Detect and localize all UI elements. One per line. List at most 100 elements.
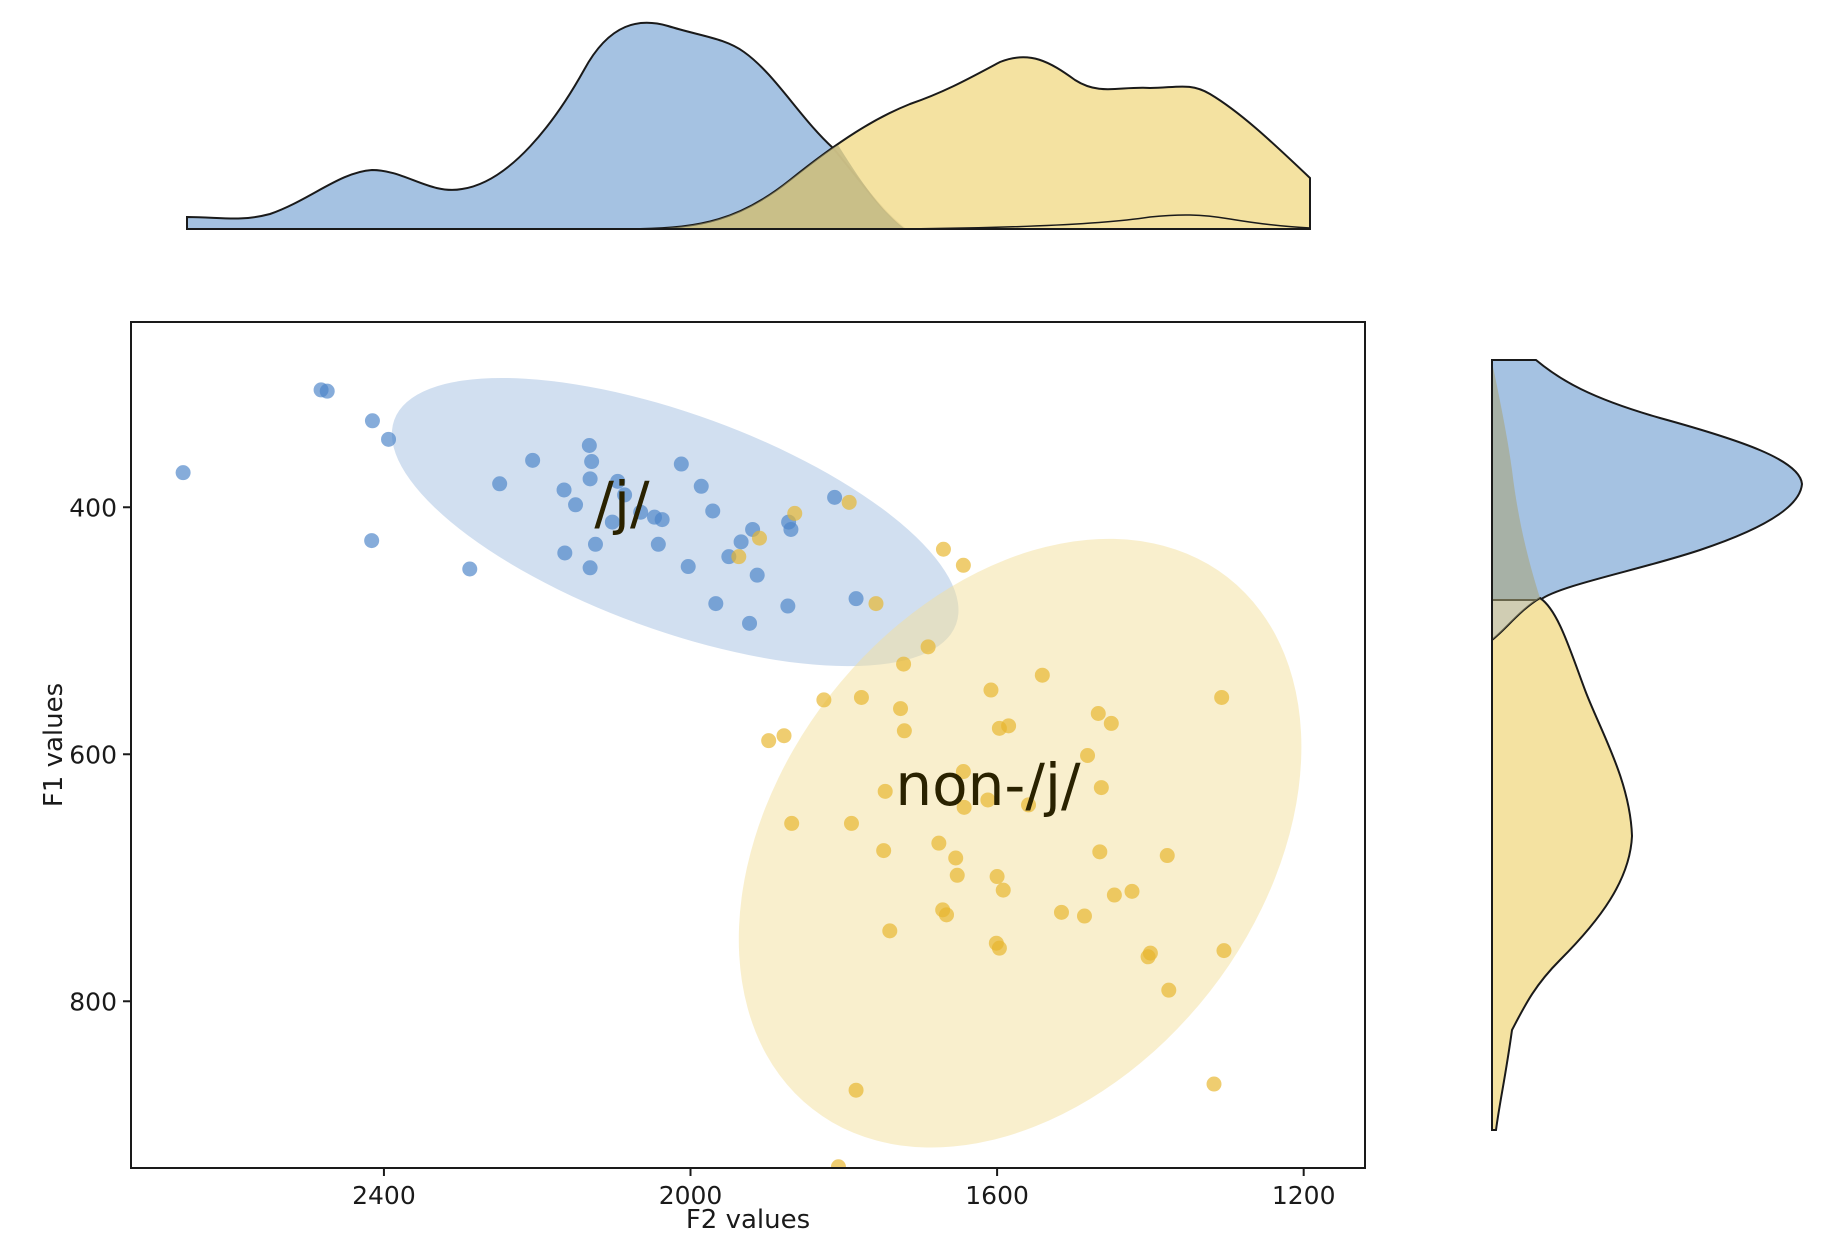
group-label-j: /j/	[594, 469, 650, 537]
point-j	[525, 452, 541, 468]
point-j	[617, 487, 633, 503]
y-tick-label: 400	[69, 493, 117, 522]
point-j	[673, 456, 689, 472]
point-nonj	[776, 728, 792, 744]
point-j	[693, 478, 709, 494]
point-nonj	[1076, 908, 1092, 924]
point-nonj	[983, 682, 999, 698]
plot-frame	[130, 321, 1366, 1169]
point-j	[556, 482, 572, 498]
point-nonj	[1021, 797, 1037, 813]
top-marginal-kde	[186, 21, 1311, 230]
point-j	[680, 559, 696, 575]
point-j	[568, 497, 584, 513]
point-nonj	[949, 867, 965, 883]
point-nonj	[841, 494, 857, 510]
y-tick-label: 800	[69, 987, 117, 1016]
point-j	[581, 438, 597, 454]
confidence-ellipses	[391, 377, 1302, 1148]
point-nonj	[853, 689, 869, 705]
point-j	[654, 512, 670, 528]
kde-f2-j-curve	[186, 21, 908, 230]
point-nonj	[896, 723, 912, 739]
group-label-nonj: non-/j/	[895, 751, 1081, 819]
point-nonj	[939, 907, 955, 923]
point-j	[650, 536, 666, 552]
point-j	[708, 596, 724, 612]
point-nonj	[1161, 982, 1177, 998]
point-j	[780, 598, 796, 614]
point-nonj	[1001, 718, 1017, 734]
x-tick-label: 1200	[1272, 1181, 1336, 1210]
point-nonj	[882, 923, 898, 939]
point-nonj	[1103, 715, 1119, 731]
point-nonj	[877, 783, 893, 799]
point-nonj	[1090, 706, 1106, 722]
point-nonj	[848, 1082, 864, 1098]
point-j	[557, 545, 573, 561]
kde-f1-j-curve	[1491, 359, 1804, 601]
y-axis-label: F1 values	[39, 683, 69, 807]
point-j	[610, 473, 626, 489]
point-nonj	[920, 639, 936, 655]
axis-ticks: 2400 2000 1600 1200 400 600 800	[69, 493, 1335, 1210]
scatter-panel: 2400 2000 1600 1200 400 600 800 /j/ non-/j/ F2…	[39, 321, 1366, 1235]
point-nonj	[784, 815, 800, 831]
point-j	[705, 503, 721, 519]
point-nonj	[948, 850, 964, 866]
point-nonj	[1053, 904, 1069, 920]
x-tick-label: 2400	[352, 1181, 416, 1210]
point-nonj	[1216, 943, 1232, 959]
point-j	[492, 476, 508, 492]
point-j	[582, 471, 598, 487]
point-j	[742, 615, 758, 631]
point-nonj	[876, 843, 892, 859]
point-nonj	[751, 530, 767, 546]
point-nonj	[1080, 747, 1096, 763]
right-marginal-kde	[1491, 359, 1804, 1131]
point-j	[582, 560, 598, 576]
point-j	[587, 536, 603, 552]
x-tick-label: 1600	[965, 1181, 1029, 1210]
point-nonj	[989, 869, 1005, 885]
point-nonj	[830, 1159, 846, 1168]
point-nonj	[896, 656, 912, 672]
point-j	[584, 454, 600, 470]
point-nonj	[955, 557, 971, 573]
point-j	[381, 431, 397, 447]
point-nonj	[935, 541, 951, 557]
point-j	[604, 514, 620, 530]
point-nonj	[931, 835, 947, 851]
point-j	[364, 413, 380, 429]
point-j	[749, 567, 765, 583]
point-nonj	[787, 505, 803, 521]
point-nonj	[816, 692, 832, 708]
point-j	[848, 591, 864, 607]
point-j	[633, 504, 649, 520]
ellipse-j	[391, 377, 959, 667]
point-j	[462, 561, 478, 577]
point-nonj	[1093, 780, 1109, 796]
point-j	[827, 489, 843, 505]
point-nonj	[1106, 887, 1122, 903]
x-tick-label: 2000	[659, 1181, 723, 1210]
point-nonj	[991, 940, 1007, 956]
point-nonj	[980, 792, 996, 808]
point-nonj	[1214, 689, 1230, 705]
point-nonj	[1124, 883, 1140, 899]
point-nonj	[761, 733, 777, 749]
kde-f2-overlap	[640, 145, 905, 229]
data-points	[175, 382, 1232, 1168]
point-nonj	[893, 701, 909, 717]
kde-f1-nonj-curve	[1491, 596, 1634, 1131]
point-nonj	[1092, 844, 1108, 860]
kde-f2-nonj-tail	[904, 214, 1311, 230]
point-nonj	[995, 882, 1011, 898]
x-axis-label: F2 values	[686, 1205, 810, 1235]
point-nonj	[956, 799, 972, 815]
point-nonj	[1034, 667, 1050, 683]
ellipse-nonj	[738, 538, 1302, 1148]
point-j	[175, 465, 191, 481]
point-nonj	[955, 764, 971, 780]
